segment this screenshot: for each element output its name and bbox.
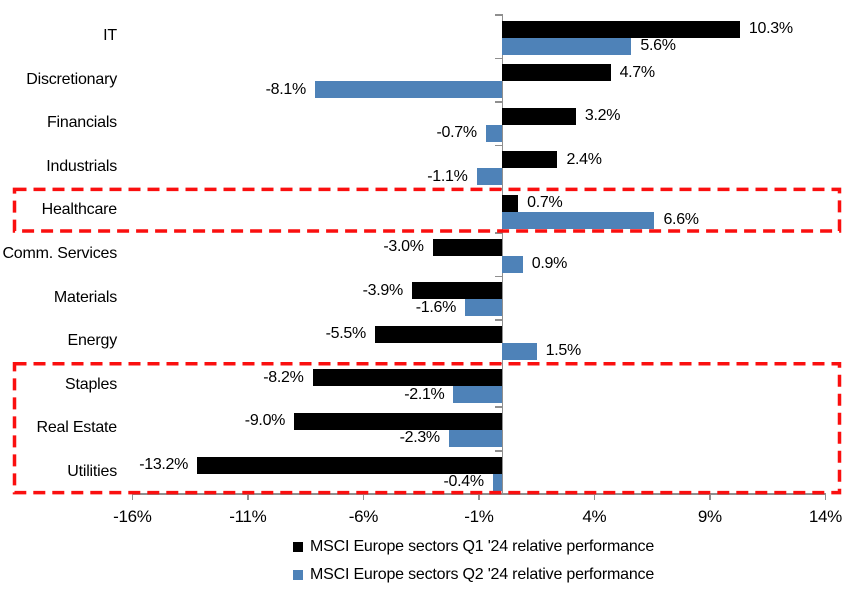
q2-value-real-estate: -2.3%: [399, 429, 441, 447]
legend-label-q1: MSCI Europe sectors Q1 '24 relative perf…: [310, 538, 655, 555]
y-axis-tick: [495, 14, 502, 16]
q2-bar-it: [502, 37, 632, 55]
q2-value-discretionary: -8.1%: [265, 80, 307, 98]
legend-item-q1: MSCI Europe sectors Q1 '24 relative perf…: [293, 537, 654, 557]
x-tick-label-1: -1%: [464, 507, 494, 526]
q1-bar-comm-services: [432, 238, 502, 256]
category-label-industrials: Industrials: [46, 157, 117, 175]
q1-bar-energy: [374, 325, 502, 343]
x-axis-tick: [131, 493, 134, 500]
legend: MSCI Europe sectors Q1 '24 relative perf…: [293, 537, 654, 593]
q2-bar-industrials: [476, 168, 502, 186]
q2-value-staples: -2.1%: [404, 385, 445, 403]
x-tick-label-16: -16%: [113, 507, 152, 526]
q1-bar-financials: [502, 107, 576, 125]
y-axis-tick: [495, 101, 502, 103]
x-tick-label-4: 4%: [582, 507, 607, 526]
x-axis-tick: [478, 493, 480, 500]
x-tick-label-11: -11%: [229, 507, 267, 526]
q2-bar-staples: [453, 386, 502, 404]
y-axis-tick: [495, 406, 502, 408]
q2-bar-financials: [485, 124, 502, 142]
category-label-real-estate: Real Estate: [36, 419, 117, 437]
category-label-financials: Financials: [46, 114, 117, 132]
y-axis-tick: [495, 57, 502, 60]
category-label-it: IT: [103, 27, 117, 44]
q1-value-it: 10.3%: [748, 20, 793, 37]
q2-value-energy: 1.5%: [545, 342, 582, 360]
y-axis-tick: [495, 319, 502, 321]
y-axis-tick: [495, 232, 502, 234]
category-label-comm-services: Comm. Services: [2, 245, 117, 262]
legend-swatch-q1-icon: [293, 542, 303, 552]
x-axis-tick: [824, 493, 827, 500]
q1-value-healthcare: 0.7%: [527, 194, 563, 212]
q1-bar-it: [502, 20, 740, 38]
q2-bar-utilities: [492, 473, 502, 491]
y-axis-tick: [495, 188, 502, 190]
q2-value-utilities: -0.4%: [443, 473, 484, 490]
legend-swatch-q2-icon: [293, 570, 303, 580]
x-tick-label-6: -6%: [348, 507, 379, 526]
q1-value-materials: -3.9%: [362, 281, 404, 299]
category-label-healthcare: Healthcare: [41, 201, 118, 219]
q2-value-financials: -0.7%: [436, 124, 478, 142]
x-tick-label-9: 9%: [697, 507, 722, 526]
q1-value-discretionary: 4.7%: [619, 63, 656, 81]
q2-bar-discretionary: [314, 81, 502, 99]
x-axis-tick: [709, 493, 711, 500]
q1-value-comm-services: -3.0%: [383, 238, 424, 255]
q1-bar-real-estate: [294, 412, 502, 430]
q1-bar-staples: [312, 369, 502, 387]
q2-value-industrials: -1.1%: [427, 167, 468, 185]
q1-bar-industrials: [502, 151, 558, 169]
q1-value-energy: -5.5%: [325, 325, 367, 343]
q1-value-utilities: -13.2%: [139, 456, 189, 473]
q1-value-staples: -8.2%: [263, 368, 304, 386]
category-label-discretionary: Discretionary: [26, 70, 117, 88]
y-axis-tick: [495, 144, 502, 147]
q1-value-industrials: 2.4%: [566, 150, 602, 168]
legend-label-q2: MSCI Europe sectors Q2 '24 relative perf…: [310, 566, 655, 583]
highlight-box-healthcare: [12, 187, 842, 233]
category-label-energy: Energy: [67, 332, 118, 350]
q2-value-materials: -1.6%: [415, 298, 457, 316]
category-label-utilities: Utilities: [67, 463, 117, 480]
y-axis-tick: [495, 450, 502, 452]
q2-bar-healthcare: [502, 211, 655, 229]
q2-value-it: 5.6%: [640, 37, 676, 54]
q1-value-real-estate: -9.0%: [244, 412, 286, 430]
x-tick-label-14: 14%: [808, 507, 842, 526]
q2-value-comm-services: 0.9%: [531, 255, 568, 272]
x-axis-tick: [247, 493, 249, 500]
q1-bar-discretionary: [502, 64, 611, 82]
y-axis-tick: [495, 362, 502, 365]
q1-bar-utilities: [197, 456, 502, 474]
x-axis-tick: [362, 493, 365, 500]
q2-bar-comm-services: [502, 255, 523, 273]
q2-bar-real-estate: [448, 429, 502, 447]
category-label-materials: Materials: [53, 288, 117, 306]
q2-value-healthcare: 6.6%: [663, 211, 699, 229]
y-axis-tick: [495, 493, 502, 496]
x-axis-tick: [593, 493, 596, 500]
legend-item-q2: MSCI Europe sectors Q2 '24 relative perf…: [293, 565, 654, 585]
category-label-staples: Staples: [65, 375, 117, 393]
q1-bar-materials: [411, 282, 502, 300]
y-axis-tick: [495, 275, 502, 278]
q2-bar-energy: [502, 342, 537, 360]
y-axis-line: [501, 14, 503, 494]
q2-bar-materials: [465, 299, 502, 317]
q1-value-financials: 3.2%: [584, 107, 621, 125]
q1-bar-healthcare: [502, 194, 519, 212]
